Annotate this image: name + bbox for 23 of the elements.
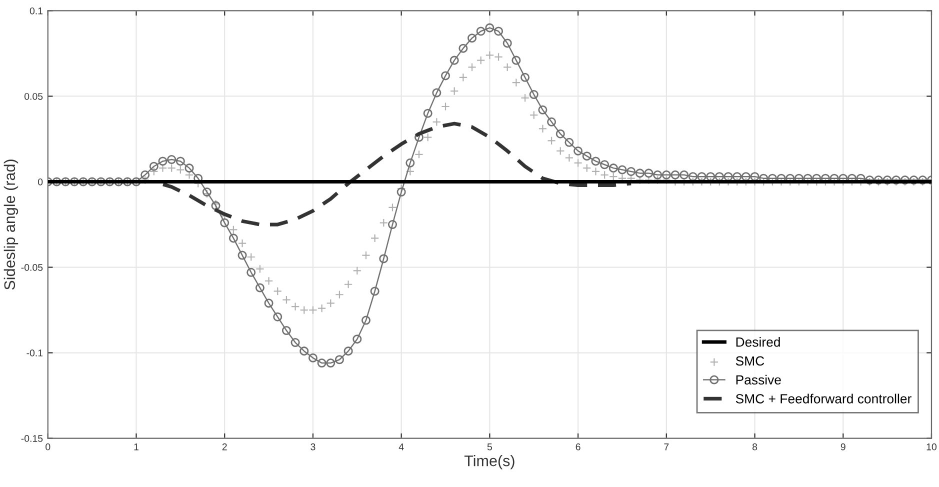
legend-label: Passive <box>736 374 781 385</box>
x-tick-label: 8 <box>752 443 758 450</box>
y-tick-label: 0.1 <box>30 7 43 14</box>
x-tick-label: 7 <box>664 444 669 450</box>
y-tick-label: 0.05 <box>24 92 43 100</box>
y-tick-label: -0.1 <box>26 350 43 356</box>
legend-label: Desired <box>736 337 780 347</box>
x-tick-label: 6 <box>576 443 580 450</box>
x-tick-label: 5 <box>487 444 492 450</box>
y-axis-title: Sideslip angle (rad) <box>4 160 18 290</box>
x-tick-label: 2 <box>222 443 227 450</box>
x-tick-label: 4 <box>398 444 404 450</box>
x-tick-label: 1 <box>134 444 138 450</box>
y-tick-label: 0 <box>38 178 43 186</box>
x-tick-label: 9 <box>840 443 846 450</box>
y-tick-label: -0.15 <box>21 435 43 442</box>
x-tick-label: 0 <box>46 443 50 450</box>
y-tick-label: -0.05 <box>21 264 43 271</box>
x-tick-label: 10 <box>926 443 937 450</box>
x-tick-label: 3 <box>310 443 316 450</box>
x-axis-title: Time(s) <box>464 455 514 470</box>
legend-label: SMC + Feedforward controller <box>736 394 912 404</box>
legend-label: SMC <box>736 356 764 366</box>
